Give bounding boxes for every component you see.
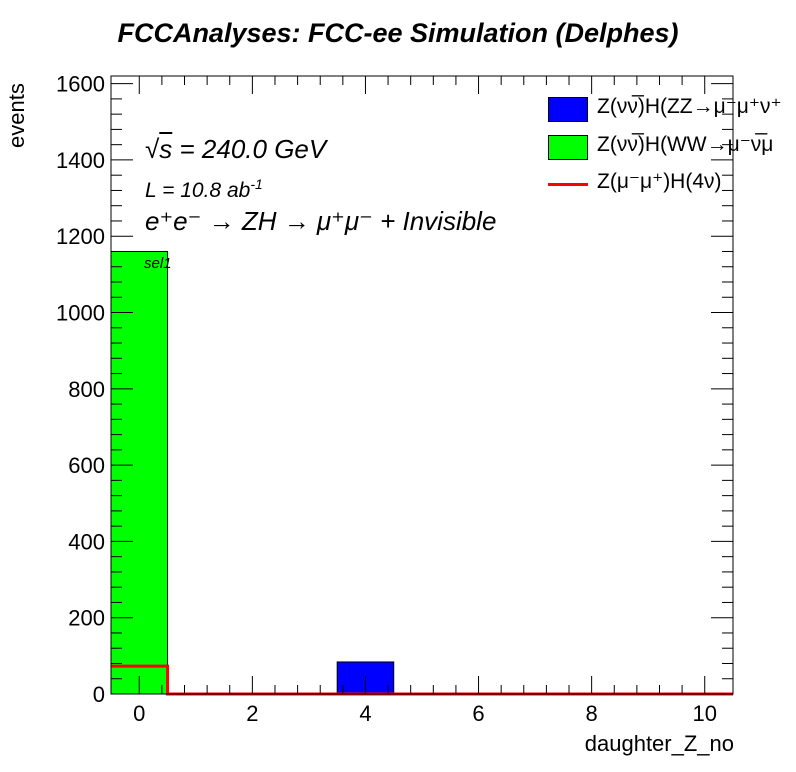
x-tick-label: 8 bbox=[586, 701, 598, 726]
x-axis-label: daughter_Z_no bbox=[584, 731, 734, 756]
legend-label-4nu: Z(μ⁻μ⁺)H(4ν) bbox=[597, 170, 722, 193]
legend-swatch-ww bbox=[548, 135, 588, 160]
y-tick-label: 200 bbox=[68, 606, 105, 631]
y-tick-label: 1400 bbox=[56, 148, 105, 173]
y-tick-label: 1600 bbox=[56, 72, 105, 97]
legend-label-zz: Z(νν̅)H(ZZ→μ⁻μ⁺ν⁺ bbox=[597, 95, 782, 118]
chart-title: FCCAnalyses: FCC-ee Simulation (Delphes) bbox=[117, 18, 679, 48]
legend-swatch-zz bbox=[548, 97, 588, 122]
x-tick-label: 10 bbox=[692, 701, 716, 726]
y-tick-label: 800 bbox=[68, 377, 105, 402]
plot-frame bbox=[110, 75, 734, 695]
x-tick-label: 4 bbox=[359, 701, 371, 726]
annotation-process: e⁺e⁻ → ZH → μ⁺μ⁻ + Invisible bbox=[145, 206, 497, 236]
y-tick-label: 400 bbox=[68, 529, 105, 554]
legend-label-ww: Z(νν̅)H(WW→μ⁻ν̅μ bbox=[597, 133, 774, 156]
y-tick-label: 0 bbox=[93, 682, 105, 707]
annotation-selection: sel1 bbox=[144, 255, 172, 272]
legend-entry-ww: Z(νν̅)H(WW→μ⁻ν̅μ bbox=[545, 130, 796, 164]
y-tick-label: 1000 bbox=[56, 301, 105, 326]
annotation-sqrt-s: √s = 240.0 GeV bbox=[145, 134, 327, 164]
legend-entry-4nu: Z(μ⁻μ⁺)H(4ν) bbox=[545, 167, 796, 201]
y-tick-label: 600 bbox=[68, 453, 105, 478]
bar-series1-bin-0 bbox=[110, 250, 169, 695]
y-tick-label: 1200 bbox=[56, 224, 105, 249]
legend-entry-zz: Z(νν̅)H(ZZ→μ⁻μ⁺ν⁺ bbox=[545, 92, 796, 126]
annotation-luminosity: L = 10.8 ab-1 bbox=[145, 176, 263, 202]
x-tick-label: 0 bbox=[133, 701, 145, 726]
x-tick-label: 6 bbox=[472, 701, 484, 726]
step-line-series2 bbox=[111, 664, 733, 696]
legend-line-4nu bbox=[548, 183, 588, 186]
legend: Z(νν̅)H(ZZ→μ⁻μ⁺ν⁺ Z(νν̅)H(WW→μ⁻ν̅μ Z(μ⁻μ… bbox=[545, 92, 796, 222]
x-tick-label: 2 bbox=[246, 701, 258, 726]
